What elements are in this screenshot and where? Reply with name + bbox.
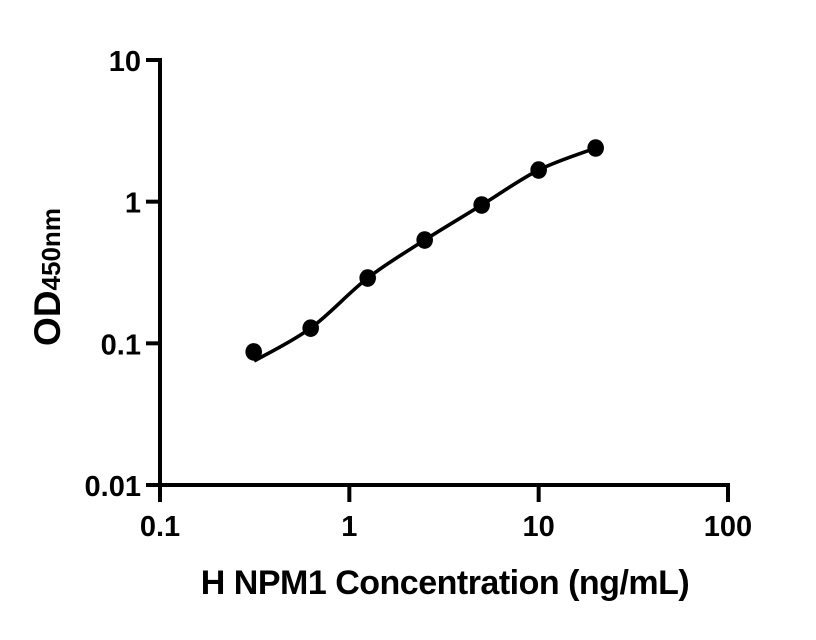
y-tick-label-0.1: 0.1 xyxy=(101,329,141,361)
y-tick-label-1: 1 xyxy=(125,188,141,220)
data-point-5 xyxy=(473,196,490,214)
data-point-0.3125 xyxy=(245,343,262,361)
x-tick-label-1: 1 xyxy=(341,511,357,543)
y-axis-title-sub: 450nm xyxy=(36,208,66,291)
y-tick-label-10: 10 xyxy=(109,46,141,78)
data-point-10 xyxy=(530,161,547,179)
axis-lines xyxy=(158,58,730,487)
data-point-0.625 xyxy=(302,319,319,337)
x-tick-label-100: 100 xyxy=(704,511,752,543)
x-axis-title: H NPM1 Concentration (ng/mL) xyxy=(200,564,690,602)
y-axis-title: OD450nm xyxy=(27,208,69,346)
x-tick-label-0.1: 0.1 xyxy=(140,511,180,543)
y-tick-label-0.01: 0.01 xyxy=(85,471,141,503)
y-axis-title-main: OD xyxy=(27,290,68,346)
data-point-2.5 xyxy=(416,231,433,249)
data-point-20 xyxy=(587,139,604,157)
data-point-1.25 xyxy=(359,269,376,287)
x-tick-label-10: 10 xyxy=(523,511,555,543)
